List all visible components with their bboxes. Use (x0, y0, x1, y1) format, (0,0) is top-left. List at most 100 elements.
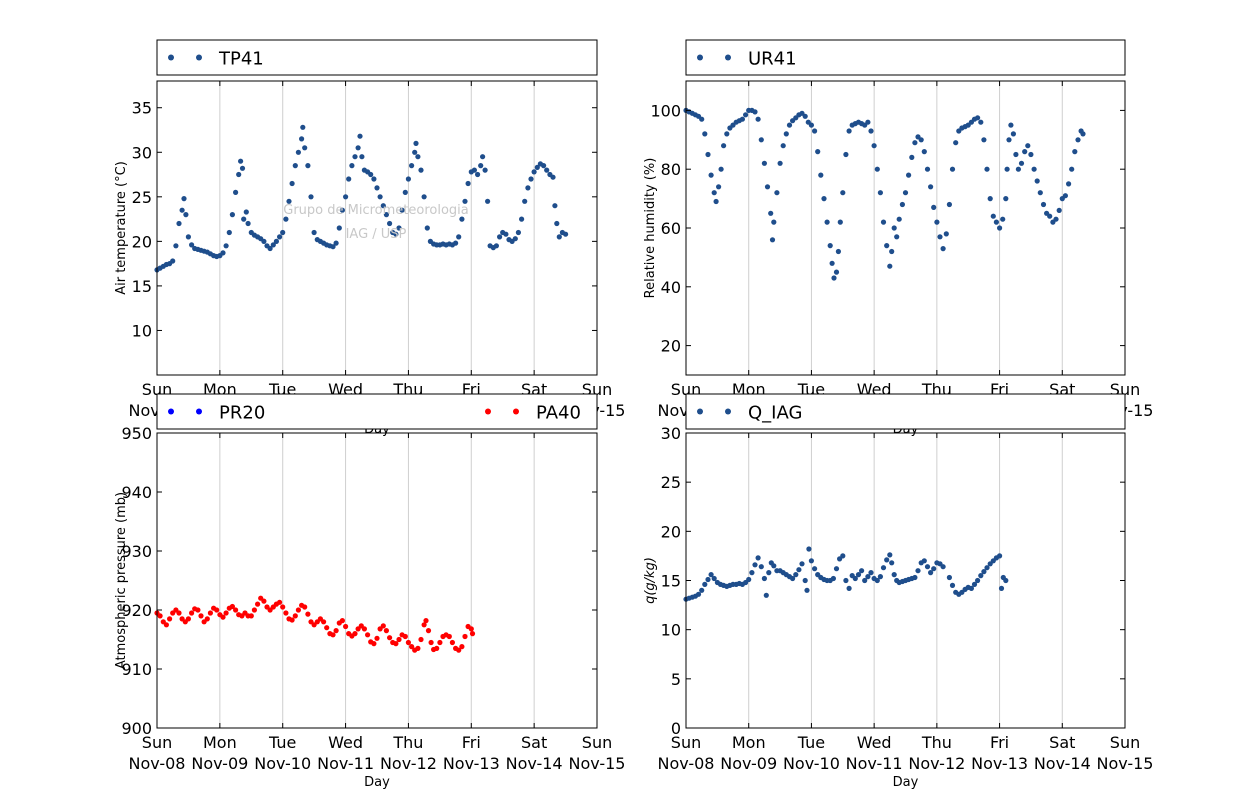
data-point-ur41 (1080, 131, 1086, 137)
data-point-ur41 (713, 198, 719, 205)
data-point-ur41 (889, 248, 895, 255)
data-point-ur41 (1025, 143, 1031, 149)
data-point-ur41 (899, 201, 906, 208)
data-point-tp41 (525, 185, 531, 191)
data-point-tp41 (503, 231, 509, 237)
x-tick-label-date: Nov-14 (506, 754, 563, 773)
data-point-q_iag (840, 553, 846, 559)
data-point-pa40 (176, 610, 182, 616)
legend-marker (513, 408, 519, 415)
data-point-pa40 (163, 622, 169, 628)
data-point-q_iag (868, 570, 874, 576)
data-point-tp41 (552, 203, 558, 209)
y-tick-label: 5 (671, 670, 681, 689)
data-point-ur41 (752, 109, 758, 115)
data-point-ur41 (1031, 166, 1037, 172)
x-tick-label-date: Nov-12 (908, 754, 965, 773)
data-point-pa40 (157, 613, 163, 619)
x-tick-label-day: Tue (797, 733, 825, 752)
data-point-tp41 (241, 216, 247, 222)
data-point-ur41 (1072, 149, 1078, 155)
x-tick-label-day: Sun (1110, 733, 1140, 752)
data-point-tp41 (393, 231, 399, 237)
data-point-ur41 (1013, 151, 1019, 158)
x-tick-label-date: Nov-10 (783, 754, 840, 773)
y-tick-label: 950 (121, 424, 152, 443)
data-point-tp41 (402, 189, 408, 195)
data-point-tp41 (387, 220, 393, 227)
x-tick-label-day: Fri (462, 733, 481, 752)
data-point-tp41 (544, 167, 550, 173)
data-point-q_iag (846, 585, 852, 592)
x-tick-label-day: Sun (142, 733, 172, 752)
legend-label: PA40 (536, 403, 581, 424)
y-tick-label: 0 (671, 719, 681, 738)
data-point-tp41 (308, 194, 314, 200)
data-point-tp41 (181, 196, 187, 202)
legend-marker (196, 54, 202, 61)
data-point-tp41 (343, 194, 349, 200)
data-point-pa40 (167, 616, 173, 622)
data-point-q_iag (915, 568, 921, 574)
data-point-q_iag (766, 570, 772, 576)
data-point-ur41 (764, 184, 771, 190)
data-point-tp41 (280, 229, 286, 236)
data-point-pa40 (462, 633, 468, 640)
data-point-ur41 (884, 243, 890, 249)
data-point-ur41 (1069, 166, 1075, 172)
y-tick-label: 20 (661, 337, 681, 356)
y-axis-label: Air temperature (°C) (114, 161, 129, 295)
data-point-pa40 (469, 631, 476, 637)
data-point-tp41 (459, 216, 465, 222)
data-point-tp41 (415, 154, 421, 160)
y-tick-label: 25 (132, 188, 152, 207)
data-point-tp41 (471, 167, 477, 173)
legend: Q_IAG (685, 393, 1126, 430)
panel-relative-humidity: SunNov-08MonNov-09TueNov-10WedNov-11ThuN… (643, 39, 1153, 437)
data-point-pa40 (339, 618, 345, 624)
data-point-q_iag (978, 573, 984, 579)
data-point-tp41 (556, 234, 562, 240)
data-point-tp41 (189, 242, 195, 248)
data-point-q_iag (877, 574, 884, 580)
data-point-tp41 (339, 207, 345, 213)
data-point-ur41 (783, 131, 789, 137)
legend-label: PR20 (219, 403, 265, 424)
data-point-ur41 (891, 225, 897, 231)
data-point-tp41 (497, 234, 503, 240)
data-point-q_iag (830, 575, 837, 582)
data-point-tp41 (462, 198, 468, 204)
data-point-ur41 (928, 184, 934, 190)
data-point-ur41 (761, 160, 768, 166)
data-point-ur41 (739, 116, 746, 122)
data-point-pa40 (434, 645, 440, 652)
legend-marker (485, 408, 491, 415)
data-point-pa40 (255, 601, 261, 607)
data-point-tp41 (480, 154, 486, 160)
data-point-tp41 (368, 171, 374, 178)
data-point-ur41 (949, 166, 956, 172)
data-point-q_iag (855, 572, 862, 578)
data-point-pa40 (415, 645, 421, 652)
data-point-q_iag (755, 555, 761, 561)
legend-label: TP41 (218, 49, 264, 70)
data-point-ur41 (718, 166, 724, 172)
data-point-pa40 (330, 632, 336, 638)
x-tick-label-date: Nov-15 (569, 754, 626, 773)
data-point-tp41 (531, 169, 537, 175)
data-point-q_iag (1003, 577, 1009, 584)
data-point-ur41 (840, 190, 846, 196)
data-point-q_iag (862, 577, 868, 584)
data-point-ur41 (906, 172, 912, 178)
data-point-pa40 (423, 618, 429, 624)
data-point-ur41 (918, 137, 924, 143)
x-tick-label-day: Mon (203, 733, 237, 752)
data-point-q_iag (702, 581, 708, 588)
data-point-q_iag (884, 557, 890, 563)
data-point-tp41 (283, 216, 289, 222)
data-point-tp41 (377, 194, 383, 200)
data-point-ur41 (1062, 193, 1068, 199)
data-point-pa40 (371, 641, 377, 647)
legend-marker (168, 408, 174, 415)
data-point-pa40 (418, 636, 424, 643)
